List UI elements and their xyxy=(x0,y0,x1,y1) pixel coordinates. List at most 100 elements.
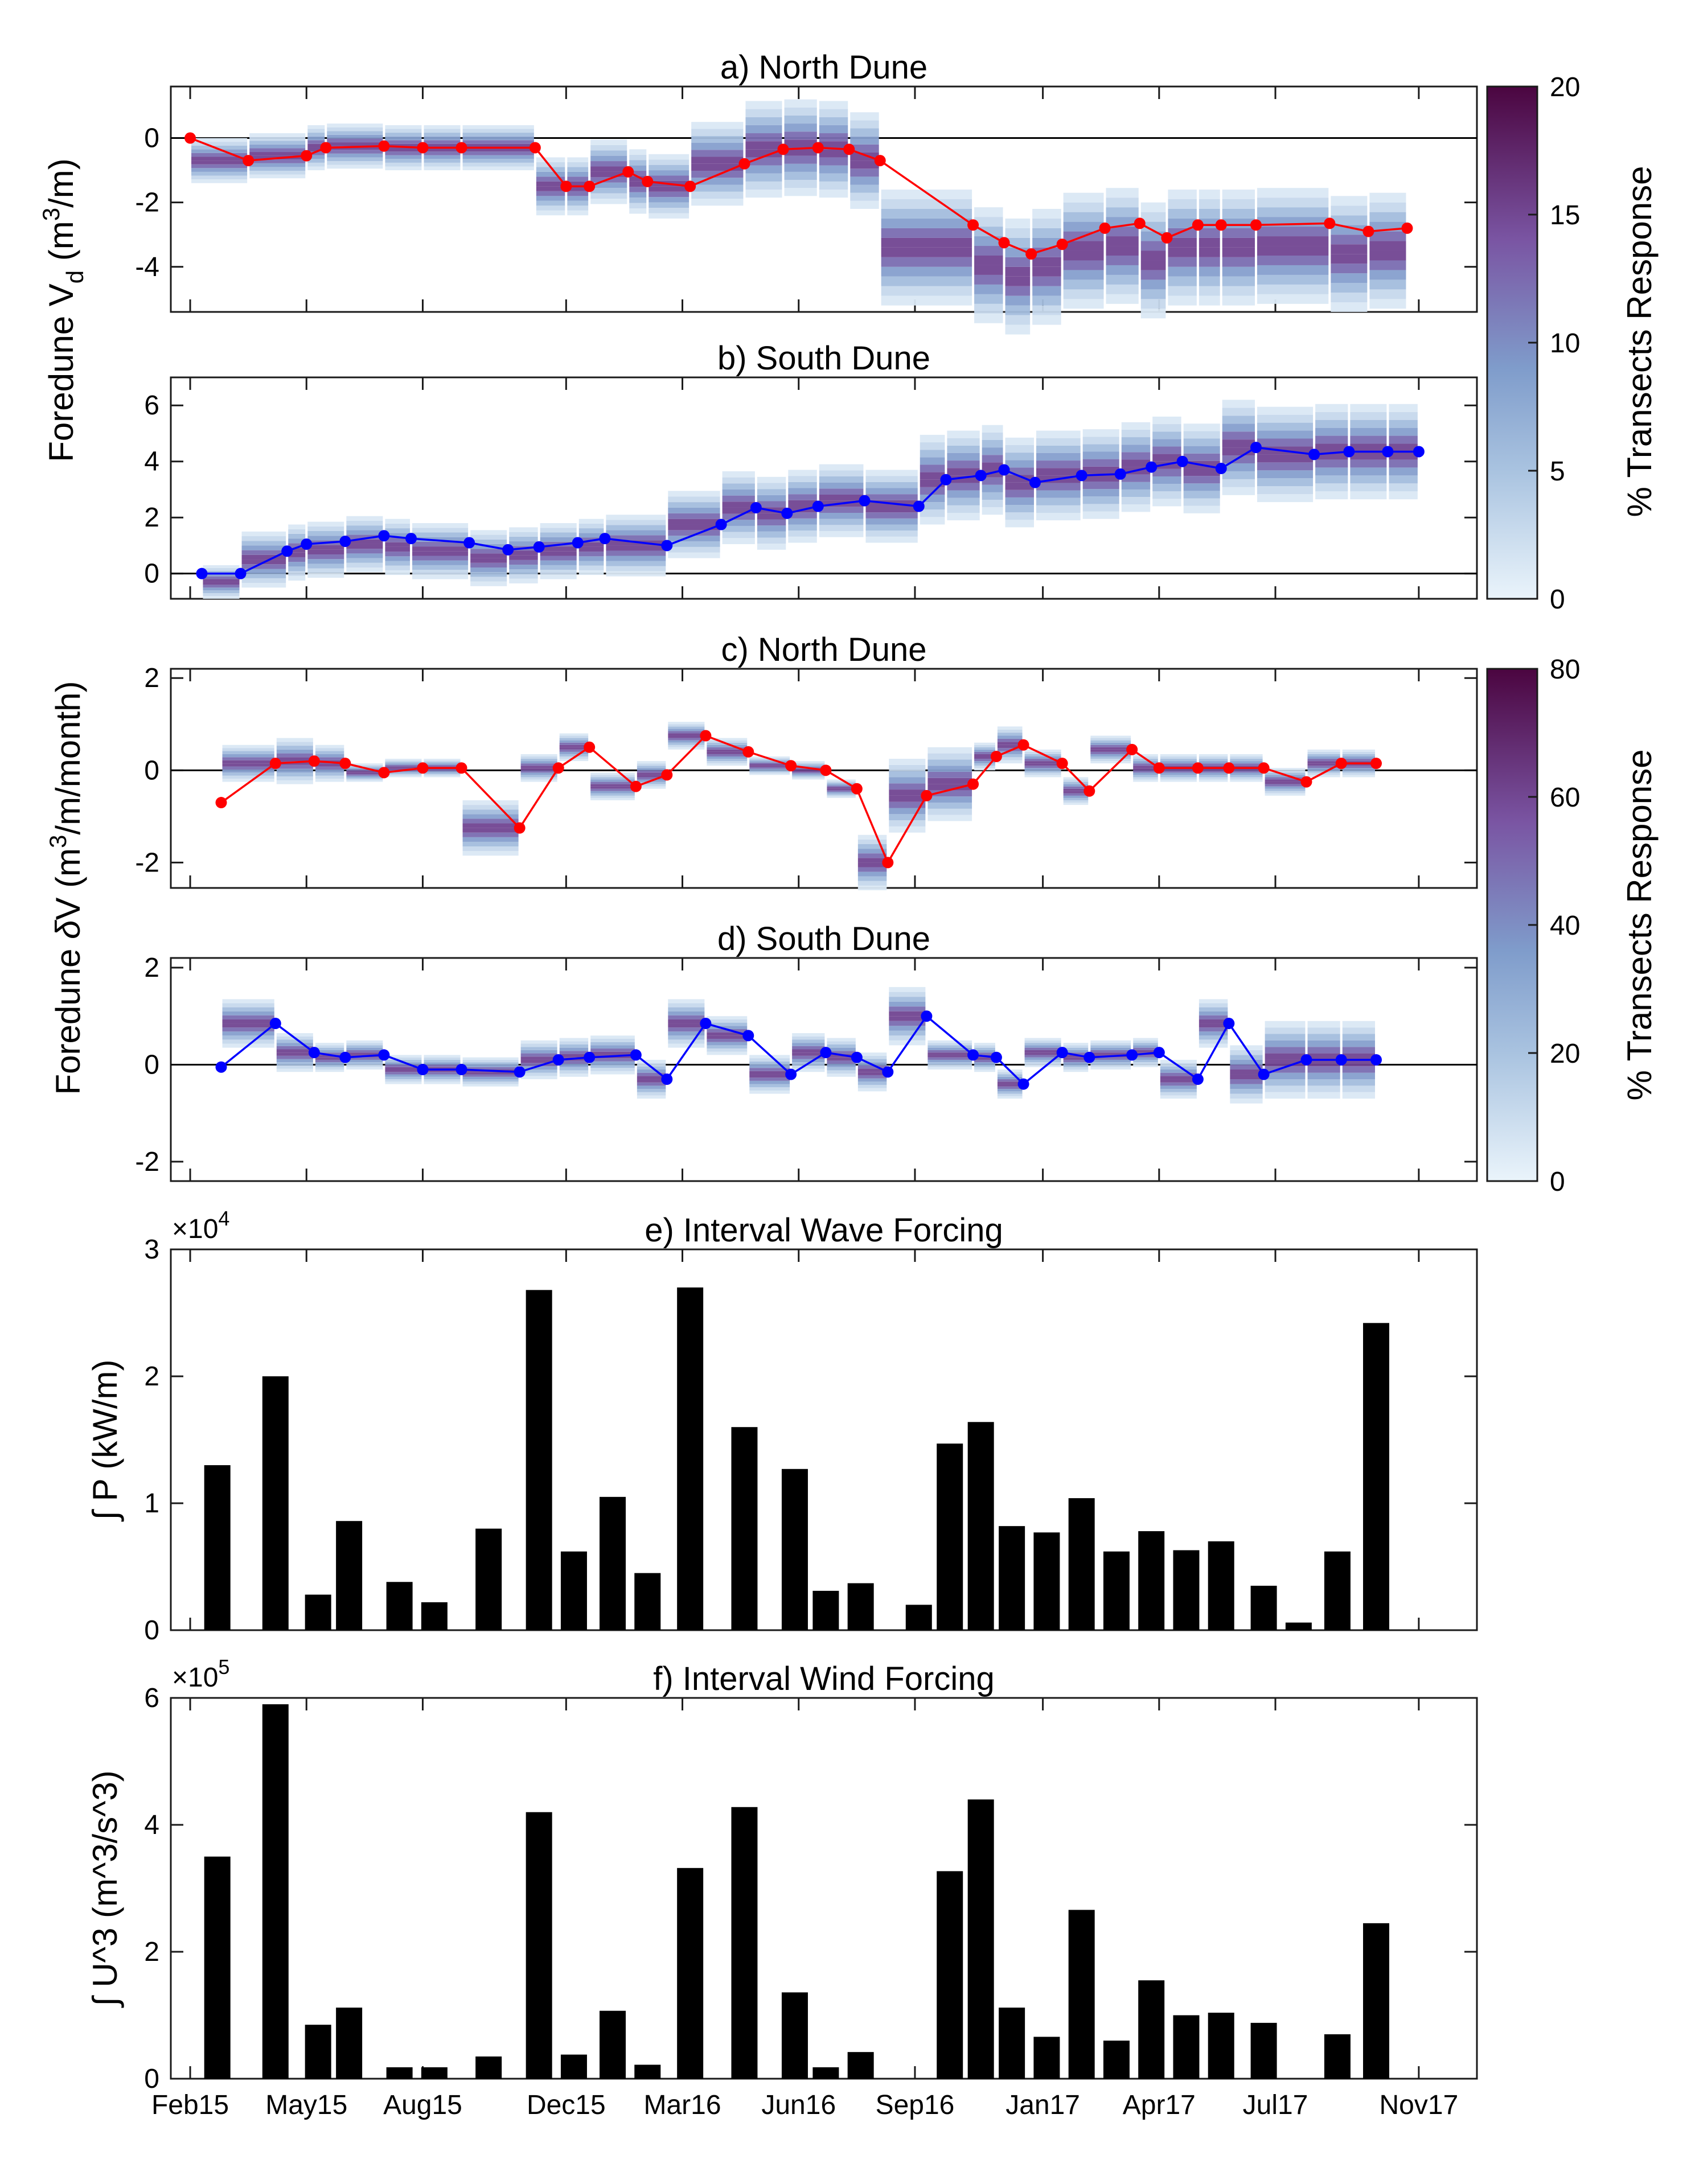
distribution-cell xyxy=(857,1078,887,1082)
x-tick-label: Feb15 xyxy=(151,2090,229,2120)
distribution-cell xyxy=(590,1061,635,1065)
distribution-cell xyxy=(850,161,879,169)
distribution-cell xyxy=(707,1016,748,1019)
distribution-cell xyxy=(222,779,274,782)
distribution-cell xyxy=(827,1057,856,1061)
data-point xyxy=(243,155,255,167)
distribution-cell xyxy=(1350,427,1387,436)
distribution-cell xyxy=(668,1007,705,1011)
distribution-cell xyxy=(637,1059,666,1063)
distribution-cell xyxy=(203,596,240,599)
distribution-cell xyxy=(1063,1055,1089,1058)
distribution-cell xyxy=(827,788,856,791)
distribution-cell xyxy=(540,546,577,552)
distribution-cell xyxy=(1257,486,1314,495)
distribution-cell xyxy=(1160,761,1197,764)
distribution-cell xyxy=(1199,1015,1228,1019)
bar xyxy=(262,1376,289,1630)
distribution-cell xyxy=(462,1064,519,1067)
distribution-cell xyxy=(1331,235,1368,245)
distribution-cell xyxy=(424,155,461,159)
distribution-cell xyxy=(276,1055,313,1059)
panel-title: f) Interval Wind Forcing xyxy=(653,1660,995,1697)
bar xyxy=(731,1807,758,2079)
data-point xyxy=(998,237,1010,249)
data-point xyxy=(1258,762,1270,774)
distribution-cell xyxy=(850,112,879,121)
distribution-cell xyxy=(590,782,635,784)
distribution-cell xyxy=(536,171,565,177)
distribution-cell xyxy=(385,766,422,768)
bar xyxy=(1250,2022,1277,2079)
distribution-cell xyxy=(1133,1045,1158,1048)
distribution-cell xyxy=(997,1072,1023,1075)
distribution-cell xyxy=(509,541,538,546)
distribution-cell xyxy=(385,552,411,557)
distribution-cell xyxy=(222,1003,274,1007)
distribution-cell xyxy=(520,1040,557,1044)
distribution-cell xyxy=(462,837,519,842)
distribution-cell xyxy=(629,187,647,192)
distribution-cell xyxy=(385,523,411,529)
distribution-cell xyxy=(462,1079,519,1082)
distribution-cell xyxy=(520,779,557,782)
distribution-cell xyxy=(559,1051,589,1055)
distribution-cell xyxy=(1389,467,1418,476)
data-point xyxy=(339,758,351,770)
distribution-cell xyxy=(315,1052,344,1055)
distribution-cell xyxy=(1199,754,1228,756)
distribution-cell xyxy=(827,1067,856,1071)
bar xyxy=(204,1465,231,1630)
distribution-cell xyxy=(819,507,864,513)
bar xyxy=(999,2008,1025,2079)
distribution-cell xyxy=(629,171,647,176)
distribution-cell xyxy=(1199,228,1220,238)
distribution-cell xyxy=(346,777,383,779)
distribution-cell xyxy=(691,129,744,136)
data-point xyxy=(308,755,320,767)
axis-multiplier: ×104 xyxy=(172,1207,229,1244)
distribution-cell xyxy=(1024,772,1061,775)
distribution-cell xyxy=(385,133,422,137)
distribution-cell xyxy=(424,764,461,767)
distribution-cell xyxy=(1342,775,1376,778)
distribution-cell xyxy=(1024,756,1061,759)
y-tick-label: 1 xyxy=(144,1488,159,1519)
data-point xyxy=(661,1074,673,1085)
distribution-cell xyxy=(385,759,422,760)
distribution-cell xyxy=(1199,1003,1228,1007)
axes-frame xyxy=(170,668,1478,889)
distribution-cell xyxy=(668,1039,705,1044)
bar xyxy=(1173,2015,1200,2079)
distribution-cell xyxy=(997,748,1023,751)
bar xyxy=(475,1528,502,1630)
distribution-cell xyxy=(1199,1039,1228,1044)
distribution-cell xyxy=(649,164,689,171)
distribution-cell xyxy=(276,1033,313,1037)
distribution-cell xyxy=(462,805,519,810)
distribution-cell xyxy=(1389,404,1418,412)
distribution-cell xyxy=(637,1070,666,1073)
rate-ylabel-end: /m/month) xyxy=(49,681,87,835)
distribution-cell xyxy=(191,138,248,142)
distribution-cell xyxy=(462,1081,519,1084)
distribution-cell xyxy=(927,1064,972,1067)
distribution-cell xyxy=(1168,247,1197,257)
distribution-cell xyxy=(385,147,422,152)
distribution-cell xyxy=(1265,1021,1306,1028)
distribution-cell xyxy=(749,770,790,772)
distribution-cell xyxy=(1331,205,1368,216)
distribution-cell xyxy=(385,570,411,575)
distribution-cell xyxy=(509,532,538,537)
distribution-cell xyxy=(315,1047,344,1050)
distribution-cell xyxy=(1036,497,1081,505)
distribution-cell xyxy=(819,181,848,190)
distribution-cell xyxy=(927,1067,972,1070)
distribution-cell xyxy=(578,523,604,529)
distribution-cell xyxy=(1199,770,1228,773)
distribution-cell xyxy=(827,796,856,798)
distribution-cell xyxy=(1307,751,1340,754)
colorbar-2-label: % Transects Response xyxy=(1620,750,1659,1101)
distribution-cell xyxy=(1265,1066,1306,1073)
